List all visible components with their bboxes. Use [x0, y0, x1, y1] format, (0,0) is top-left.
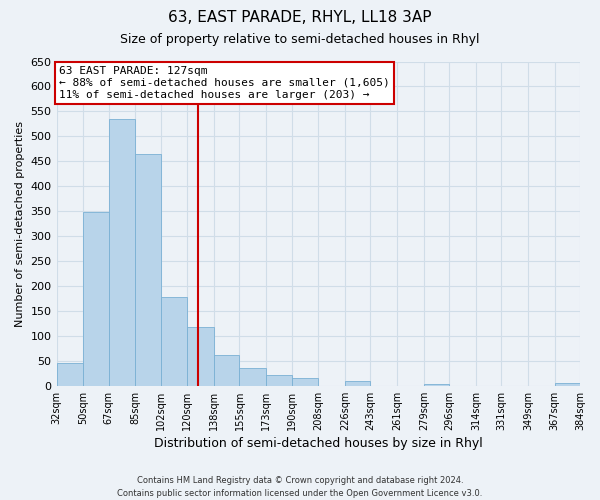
Bar	[136, 154, 161, 386]
Bar	[83, 212, 109, 386]
Bar	[109, 119, 136, 386]
Text: Contains HM Land Registry data © Crown copyright and database right 2024.
Contai: Contains HM Land Registry data © Crown c…	[118, 476, 482, 498]
Bar	[239, 368, 266, 386]
Bar	[161, 297, 187, 386]
Text: Size of property relative to semi-detached houses in Rhyl: Size of property relative to semi-detach…	[120, 32, 480, 46]
Bar	[187, 327, 214, 386]
Bar	[266, 375, 292, 386]
Bar	[424, 384, 449, 386]
Text: 63, EAST PARADE, RHYL, LL18 3AP: 63, EAST PARADE, RHYL, LL18 3AP	[168, 10, 432, 25]
Bar	[292, 378, 318, 386]
Bar	[56, 363, 83, 386]
Text: 63 EAST PARADE: 127sqm
← 88% of semi-detached houses are smaller (1,605)
11% of : 63 EAST PARADE: 127sqm ← 88% of semi-det…	[59, 66, 390, 100]
X-axis label: Distribution of semi-detached houses by size in Rhyl: Distribution of semi-detached houses by …	[154, 437, 482, 450]
Bar	[214, 355, 239, 386]
Y-axis label: Number of semi-detached properties: Number of semi-detached properties	[15, 120, 25, 326]
Bar	[345, 381, 370, 386]
Bar	[555, 383, 580, 386]
